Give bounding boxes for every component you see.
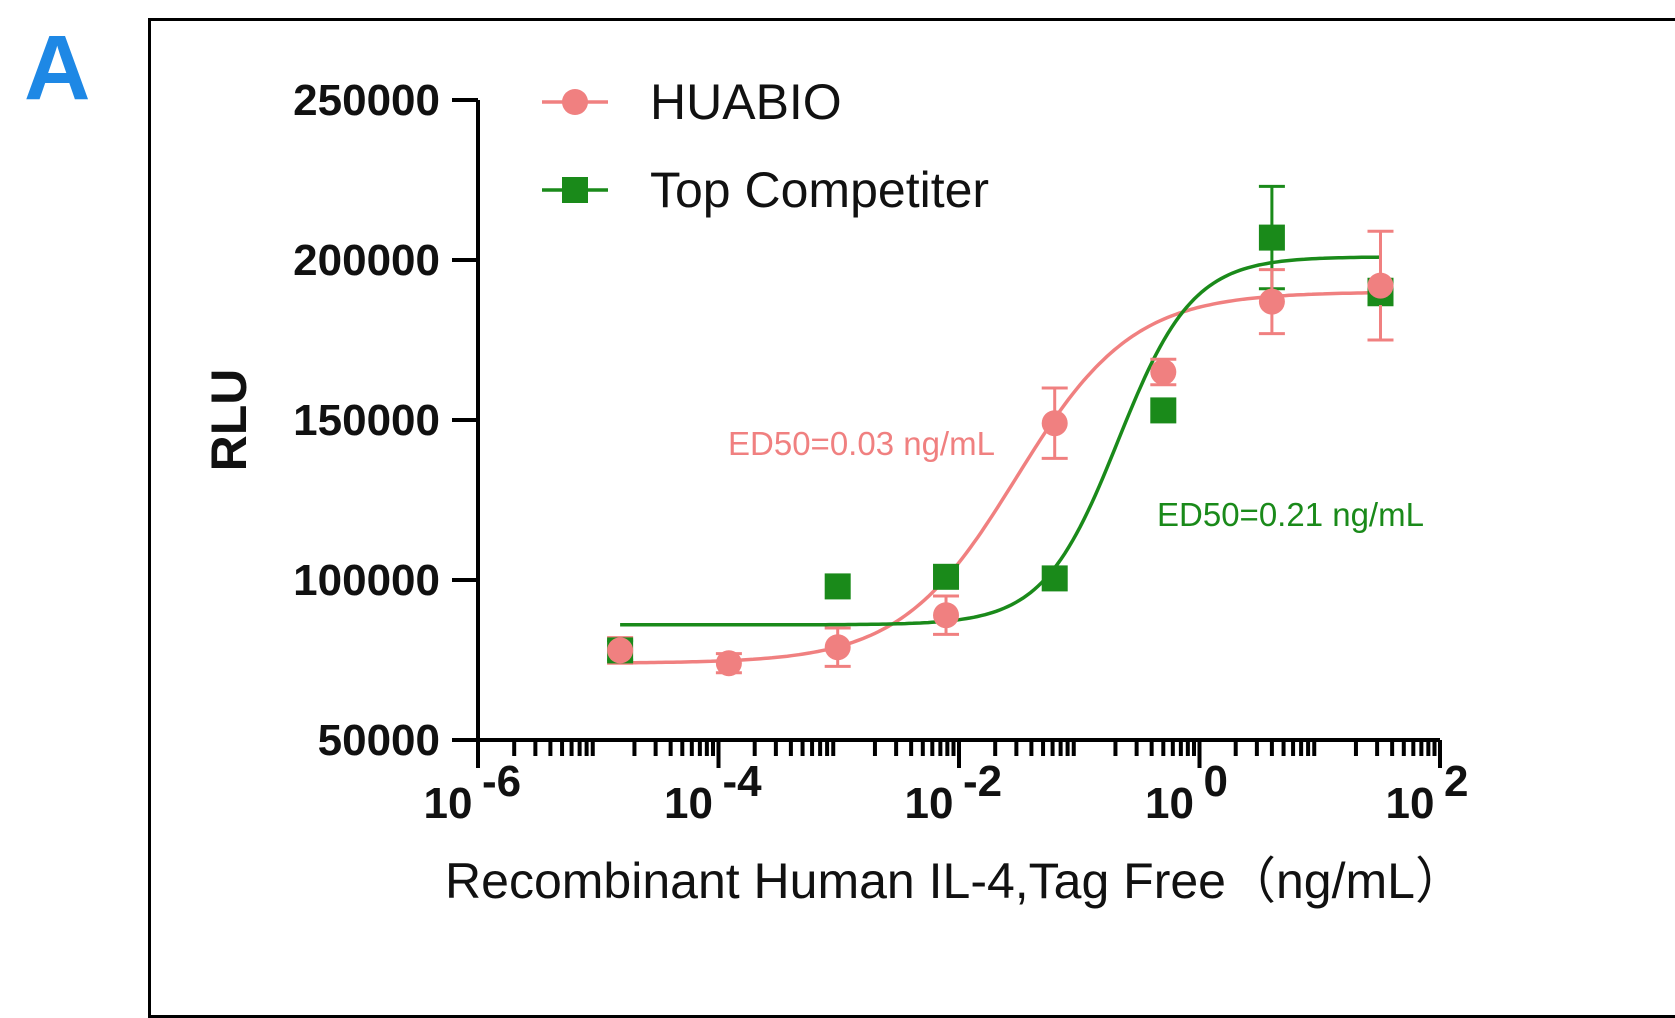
data-point-huabio	[1367, 272, 1394, 299]
data-point-competitor	[1150, 397, 1177, 424]
fit-curves-group	[620, 255, 1381, 665]
legend-marker-huabio	[562, 89, 588, 115]
x-tick-label: 10	[424, 779, 473, 828]
legend-marker-competitor	[562, 177, 588, 203]
x-tick-label: 10	[1386, 779, 1435, 828]
data-point-huabio	[715, 650, 742, 677]
data-point-huabio	[1150, 359, 1177, 385]
x-tick-label: 10	[905, 779, 954, 828]
ed50-label-competitor: ED50=0.21 ng/mL	[1157, 496, 1424, 533]
x-tick-exponent: 0	[1204, 757, 1228, 806]
y-tick-label: 100000	[293, 556, 440, 605]
x-tick-exponent: -2	[963, 757, 1002, 806]
data-point-huabio	[607, 637, 634, 664]
panel-label: A	[24, 17, 91, 119]
x-tick-exponent: 2	[1444, 757, 1468, 806]
data-point-competitor	[824, 573, 851, 600]
data-point-competitor	[1041, 565, 1068, 592]
y-tick-label: 150000	[293, 396, 440, 445]
legend-label-0: HUABIO	[650, 74, 842, 130]
x-tick-label: 10	[664, 779, 713, 828]
data-point-huabio	[933, 602, 960, 629]
y-tick-label: 250000	[293, 76, 440, 125]
data-point-competitor	[933, 563, 960, 590]
data-point-huabio	[1258, 288, 1285, 315]
error-bars-group	[607, 184, 1394, 675]
data-point-huabio	[824, 634, 851, 661]
ed50-label-huabio: ED50=0.03 ng/mL	[728, 425, 995, 462]
data-markers-group	[607, 224, 1394, 677]
data-point-competitor	[1258, 224, 1285, 251]
x-tick-label: 10	[1145, 779, 1194, 828]
x-tick-exponent: -4	[723, 757, 763, 806]
fit-curve-1	[620, 255, 1381, 627]
x-axis-title: Recombinant Human IL-4,Tag Free（ng/mL）	[445, 853, 1465, 909]
y-tick-label: 50000	[318, 716, 440, 765]
fit-curve-0	[620, 290, 1381, 665]
y-tick-label: 200000	[293, 236, 440, 285]
data-point-huabio	[1041, 410, 1068, 437]
x-tick-exponent: -6	[482, 757, 521, 806]
y-axis-title: RLU	[201, 369, 257, 472]
legend-label-1: Top Competiter	[650, 162, 989, 218]
legend: HUABIO Top Competiter	[542, 74, 989, 218]
